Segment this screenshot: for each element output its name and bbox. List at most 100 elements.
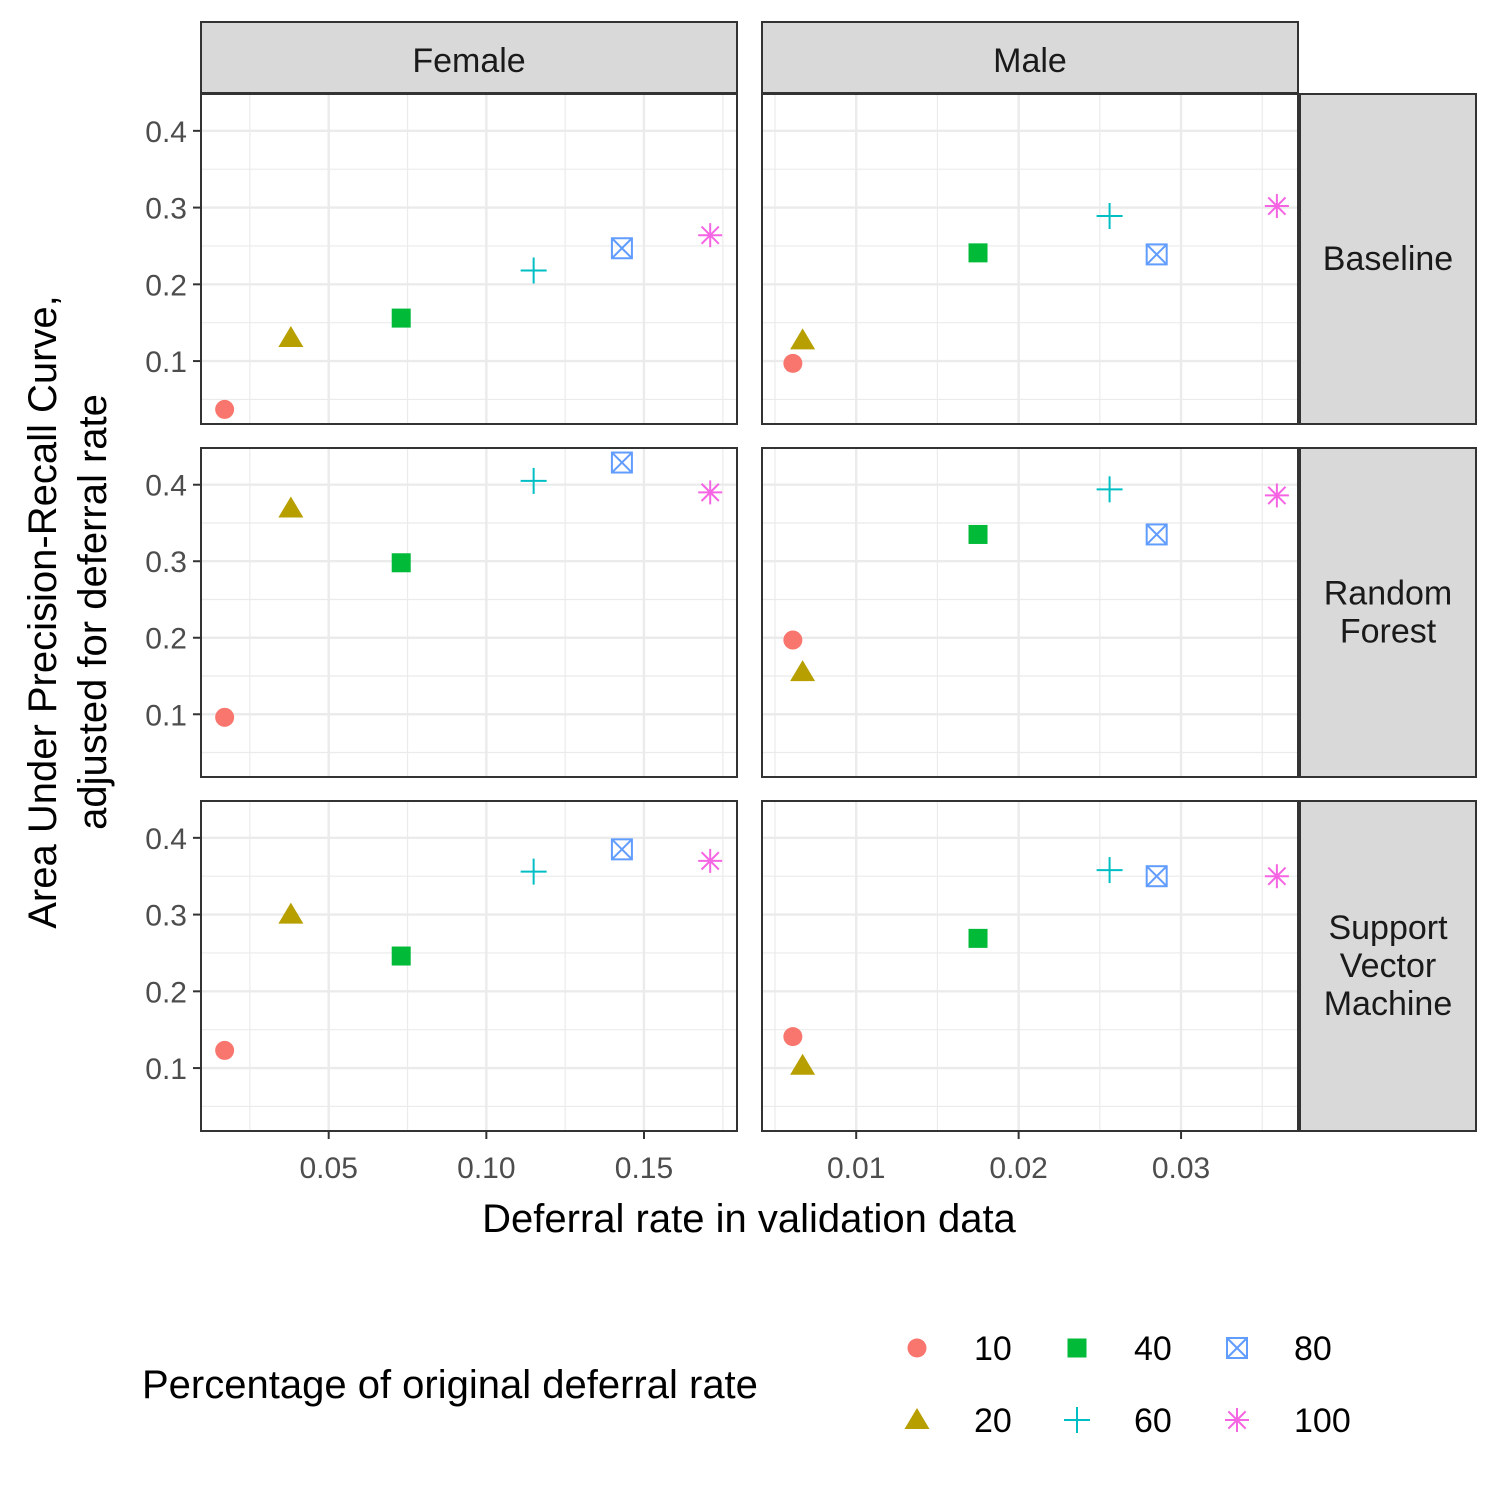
panel-svm-female <box>200 800 738 1132</box>
asterisk-stroke <box>1267 866 1287 886</box>
square-outline <box>1145 243 1168 266</box>
data-point-10 <box>783 1027 803 1047</box>
legend-key-20 <box>904 1408 930 1429</box>
y-axis-title-line: adjusted for deferral rate <box>71 394 115 830</box>
data-point-10 <box>783 353 803 373</box>
data-point-10 <box>783 630 803 650</box>
legend: Percentage of original deferral rate 10 20… <box>142 1330 1351 1440</box>
asterisk-stroke <box>1267 486 1287 505</box>
y-tick-label: 0.2 <box>145 623 187 656</box>
data-point-10 <box>215 707 235 727</box>
data-point-80 <box>610 451 633 474</box>
data-point-100 <box>698 223 723 248</box>
data-point-80 <box>1145 865 1168 888</box>
data-point-40 <box>968 928 988 948</box>
y-tick-label: 0.1 <box>145 1053 187 1086</box>
panel-rf-male <box>761 447 1299 778</box>
legend-key-10 <box>907 1338 927 1358</box>
data-point-20 <box>278 496 304 518</box>
x-stroke <box>1226 1337 1248 1359</box>
y-tick-label: 0.4 <box>145 116 187 149</box>
data-point-60 <box>520 257 547 284</box>
y-tick-label: 0.3 <box>145 546 187 579</box>
facet-label-baseline: Baseline <box>1323 240 1453 278</box>
facet-strip-baseline <box>1299 93 1477 425</box>
facet-strip-male <box>761 21 1299 94</box>
panel-background <box>201 94 737 424</box>
data-point-40 <box>391 946 411 966</box>
data-point-80 <box>610 838 633 861</box>
data-point-80 <box>610 237 633 260</box>
panel-border <box>200 447 738 778</box>
data-point-40 <box>968 524 988 544</box>
x-tick-label: 0.05 <box>299 1152 357 1185</box>
data-point-80 <box>1145 243 1168 266</box>
square-outline <box>610 451 633 474</box>
data-point-10 <box>215 399 235 419</box>
points-svm-female <box>215 838 723 1060</box>
legend-item-20: 20 <box>904 1402 1012 1440</box>
legend-key-100 <box>1225 1408 1249 1432</box>
facet-strip-rf <box>1299 447 1477 778</box>
legend-item-80: 80 <box>1226 1330 1332 1368</box>
asterisk-stroke <box>700 851 720 871</box>
facet-label-rf: Forest <box>1340 613 1437 651</box>
data-point-60 <box>1096 476 1123 503</box>
data-point-100 <box>698 848 723 873</box>
panel-border <box>761 93 1299 425</box>
y-axis-title-line: Area Under Precision-Recall Curve, <box>21 295 65 929</box>
data-point-20 <box>790 660 816 682</box>
facet-label-rf: Random <box>1324 575 1453 613</box>
asterisk-stroke <box>700 483 720 502</box>
x-tick-label: 0.02 <box>989 1152 1047 1185</box>
data-point-100 <box>1264 864 1289 889</box>
facet-label-svm: Machine <box>1324 985 1453 1023</box>
data-point-60 <box>1096 203 1123 230</box>
square-outline <box>1145 523 1168 546</box>
legend-key-40 <box>1067 1338 1087 1358</box>
points-rf-female <box>215 451 723 727</box>
legend-key-60 <box>1064 1407 1090 1433</box>
panel-border <box>761 800 1299 1132</box>
data-point-20 <box>790 1053 816 1075</box>
x-axis-title: Deferral rate in validation data <box>482 1197 1016 1241</box>
legend-label-80: 80 <box>1294 1330 1332 1368</box>
panel-background <box>201 801 737 1131</box>
legend-label-10: 10 <box>974 1330 1012 1368</box>
data-point-40 <box>391 308 411 328</box>
panel-background <box>201 448 737 777</box>
asterisk-stroke <box>700 225 720 245</box>
data-point-20 <box>790 328 816 350</box>
y-tick-label: 0.2 <box>145 976 187 1009</box>
data-point-20 <box>278 326 304 348</box>
facet-label-svm: Vector <box>1340 947 1436 985</box>
x-stroke <box>611 237 633 259</box>
panel-rf-female <box>200 447 738 778</box>
y-tick-label: 0.3 <box>145 900 187 933</box>
data-point-10 <box>215 1040 235 1060</box>
data-point-100 <box>698 480 723 505</box>
x-stroke <box>611 451 633 474</box>
x-stroke <box>1145 523 1168 546</box>
x-tick-label: 0.15 <box>615 1152 673 1185</box>
panel-background <box>762 448 1298 777</box>
square-outline <box>1145 865 1168 888</box>
data-point-40 <box>968 243 988 263</box>
panel-border <box>200 93 738 425</box>
legend-key-80 <box>1226 1337 1248 1359</box>
panel-border <box>761 447 1299 778</box>
facet-label-female: Female <box>412 42 525 80</box>
facet-strip-female <box>200 21 738 94</box>
y-tick-label: 0.1 <box>145 699 187 732</box>
x-tick-label: 0.01 <box>827 1152 885 1185</box>
panel-background <box>762 801 1298 1131</box>
y-tick-label: 0.4 <box>145 823 187 856</box>
panel-svm-male <box>761 800 1299 1132</box>
facet-strip-svm <box>1299 800 1477 1132</box>
data-point-60 <box>520 858 547 885</box>
legend-item-40: 40 <box>1067 1330 1172 1368</box>
panel-baseline-female <box>200 93 738 425</box>
panel-background <box>762 94 1298 424</box>
